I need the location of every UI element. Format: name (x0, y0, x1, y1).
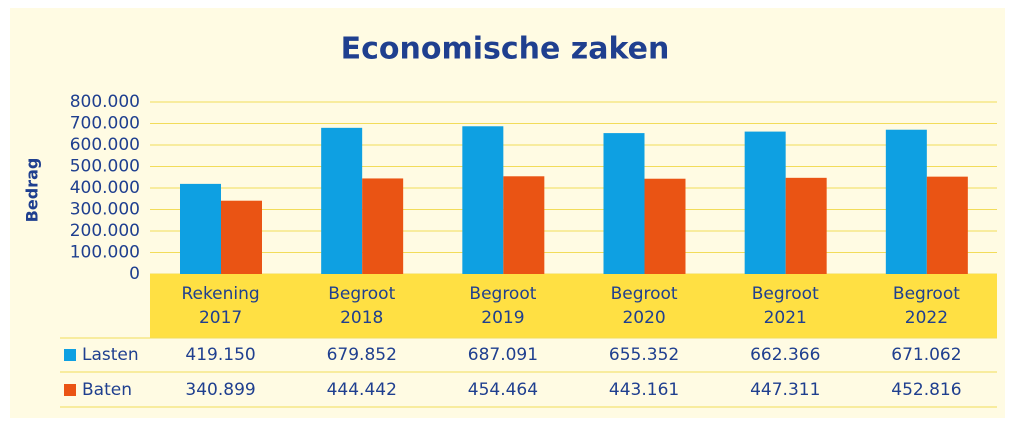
y-tick-label: 600.000 (70, 135, 140, 155)
x-tick-label: Begroot 2020 (610, 284, 678, 328)
bar (926, 176, 968, 274)
category-band (150, 274, 997, 338)
table-value: 444.442 (327, 380, 397, 400)
x-tick-label: Begroot 2018 (328, 284, 396, 328)
table-value: 655.352 (609, 345, 679, 365)
y-tick-label: 200.000 (70, 221, 140, 241)
bar (362, 178, 404, 274)
table-value: 452.816 (891, 380, 961, 400)
table-value: 340.899 (185, 380, 255, 400)
y-tick-label: 0 (129, 264, 140, 284)
table-value: 447.311 (750, 380, 820, 400)
table-value: 443.161 (609, 380, 679, 400)
bar (885, 129, 927, 274)
x-tick-label: Begroot 2021 (751, 284, 819, 328)
table-value: 679.852 (327, 345, 397, 365)
bar (785, 177, 827, 274)
bar (221, 200, 262, 274)
bar (503, 176, 545, 274)
bar (321, 127, 363, 274)
y-tick-label: 500.000 (70, 157, 140, 177)
table-value: 687.091 (468, 345, 538, 365)
table-value: 662.366 (750, 345, 820, 365)
x-tick-label: Begroot 2019 (469, 284, 537, 328)
table-value: 454.464 (468, 380, 538, 400)
y-axis-label: Bedrag (23, 158, 42, 223)
table-value: 419.150 (185, 345, 255, 365)
x-tick-label: Begroot 2022 (892, 284, 960, 328)
bar (603, 133, 645, 274)
x-tick-label: Rekening 2017 (181, 284, 260, 328)
bar (180, 183, 221, 274)
bar (462, 126, 504, 274)
y-tick-label: 300.000 (70, 200, 140, 220)
y-tick-label: 100.000 (70, 243, 140, 263)
y-tick-label: 800.000 (70, 92, 140, 112)
legend-label: Lasten (82, 345, 139, 365)
legend-swatch (64, 384, 76, 396)
y-tick-label: 400.000 (70, 178, 140, 198)
bar (744, 131, 786, 274)
y-tick-label: 700.000 (70, 114, 140, 134)
legend-swatch (64, 349, 76, 361)
legend-label: Baten (82, 380, 132, 400)
bar (644, 178, 686, 274)
chart-title: Economische zaken (341, 32, 670, 67)
table-value: 671.062 (891, 345, 961, 365)
